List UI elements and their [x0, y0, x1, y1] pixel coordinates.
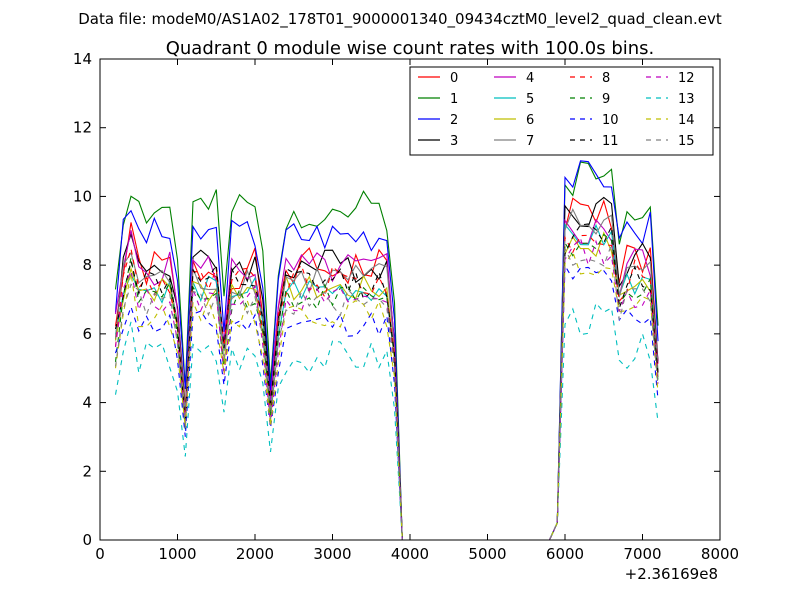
x-tick-label: 8000 [701, 545, 739, 563]
x-tick-label: 0 [95, 545, 105, 563]
legend-label-5: 5 [526, 92, 534, 107]
legend-label-4: 4 [526, 71, 534, 86]
y-tick-label: 12 [73, 119, 92, 137]
legend-label-8: 8 [602, 71, 610, 86]
legend-box [409, 66, 714, 156]
x-tick-label: 3000 [313, 545, 351, 563]
legend-label-10: 10 [602, 113, 619, 128]
legend-label-3: 3 [450, 134, 458, 149]
series-line-2 [114, 160, 659, 541]
series-line-1 [114, 161, 659, 541]
legend-label-2: 2 [450, 113, 458, 128]
x-tick-label: 6000 [546, 545, 584, 563]
series-line-14 [114, 250, 659, 541]
series-line-12 [114, 237, 659, 541]
legend-label-0: 0 [450, 71, 458, 86]
legend-label-12: 12 [678, 71, 695, 86]
legend-label-6: 6 [526, 113, 534, 128]
y-tick-label: 0 [82, 531, 92, 549]
x-tick-label: 4000 [391, 545, 429, 563]
y-tick-label: 4 [82, 394, 92, 412]
x-tick-label: 7000 [623, 545, 661, 563]
series-line-15 [114, 244, 659, 541]
series-line-10 [114, 263, 659, 541]
series-line-0 [114, 197, 659, 541]
legend-label-13: 13 [678, 92, 695, 107]
y-tick-label: 2 [82, 462, 92, 480]
plot-lines [114, 160, 659, 541]
series-line-9 [114, 233, 659, 541]
series-line-11 [114, 223, 659, 541]
x-tick-label: 2000 [236, 545, 274, 563]
legend-label-1: 1 [450, 92, 458, 107]
legend-label-9: 9 [602, 92, 610, 107]
y-tick-label: 14 [73, 50, 92, 68]
legend-label-15: 15 [678, 134, 695, 149]
y-tick-label: 6 [82, 325, 92, 343]
x-tick-label: 5000 [468, 545, 506, 563]
x-axis: 0 1000 2000 3000 4000 5000 6000 7000 8000 [95, 59, 739, 563]
x-tick-label: 1000 [158, 545, 196, 563]
series-line-13 [114, 301, 659, 541]
series-line-6 [114, 231, 659, 541]
series-line-8 [114, 234, 659, 541]
y-tick-label: 10 [73, 187, 92, 205]
series-line-3 [114, 196, 659, 541]
legend-label-11: 11 [602, 134, 619, 149]
y-tick-label: 8 [82, 256, 92, 274]
series-line-7 [114, 208, 659, 541]
figure-suptitle: Data file: modeM0/AS1A02_178T01_90000013… [78, 10, 722, 29]
chart-title: Quadrant 0 module wise count rates with … [166, 38, 655, 59]
legend-label-7: 7 [526, 134, 534, 149]
legend-label-14: 14 [678, 113, 695, 128]
x-axis-offset-label: +2.36169e8 [625, 565, 718, 583]
